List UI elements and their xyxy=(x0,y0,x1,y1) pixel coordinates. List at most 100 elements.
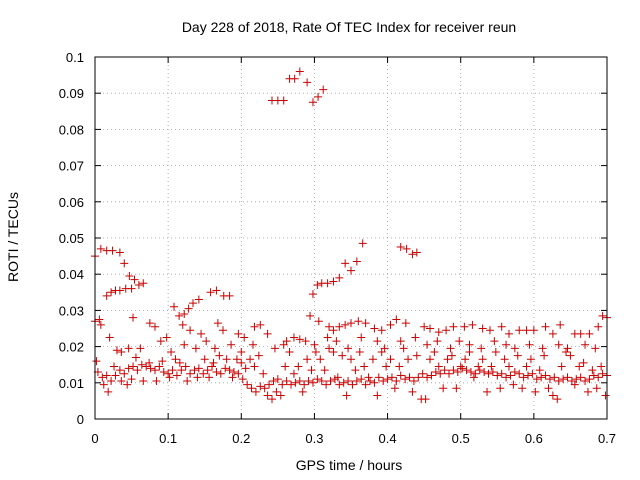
data-point xyxy=(478,355,487,364)
data-point xyxy=(335,322,344,331)
data-point xyxy=(306,311,315,320)
data-point xyxy=(557,362,566,371)
data-point xyxy=(124,344,133,353)
data-point xyxy=(313,375,322,384)
data-point xyxy=(228,373,237,382)
data-point xyxy=(150,366,159,375)
data-point xyxy=(137,360,146,369)
data-point xyxy=(529,326,538,335)
data-point xyxy=(194,364,203,373)
data-point xyxy=(272,387,281,396)
data-point xyxy=(465,340,474,349)
data-point xyxy=(446,344,455,353)
data-point xyxy=(506,371,515,380)
data-point xyxy=(477,344,486,353)
data-point xyxy=(248,340,257,349)
data-point xyxy=(206,288,215,297)
data-point xyxy=(110,362,119,371)
data-point xyxy=(279,96,288,105)
data-point xyxy=(268,395,277,404)
data-point xyxy=(310,340,319,349)
data-point xyxy=(269,376,278,385)
data-point xyxy=(493,371,502,380)
data-point xyxy=(469,373,478,382)
data-point xyxy=(202,337,211,346)
x-tick-label: 0.7 xyxy=(598,431,616,446)
x-tick-label: 0.6 xyxy=(525,431,543,446)
data-point xyxy=(401,319,410,328)
data-point xyxy=(251,387,260,396)
data-point xyxy=(377,326,386,335)
data-point xyxy=(329,348,338,357)
data-point xyxy=(515,326,524,335)
data-point xyxy=(171,355,180,364)
data-point xyxy=(390,384,399,393)
data-point xyxy=(234,369,243,378)
data-point xyxy=(314,92,323,101)
data-point xyxy=(491,348,500,357)
data-point xyxy=(357,333,366,342)
data-point xyxy=(594,373,603,382)
data-point xyxy=(167,348,176,357)
data-point xyxy=(225,291,234,300)
data-point xyxy=(550,373,559,382)
data-point xyxy=(240,333,249,342)
data-point xyxy=(456,362,465,371)
data-point xyxy=(270,344,279,353)
data-point xyxy=(364,373,373,382)
data-point xyxy=(180,310,189,319)
data-point xyxy=(139,376,148,385)
data-point xyxy=(576,373,585,382)
data-point xyxy=(117,376,126,385)
data-point xyxy=(427,371,436,380)
data-point xyxy=(513,351,522,360)
x-tick-label: 0.2 xyxy=(232,431,250,446)
chart-title: Day 228 of 2018, Rate Of TEC Index for r… xyxy=(182,19,516,35)
data-point xyxy=(478,324,487,333)
data-point xyxy=(311,348,320,357)
data-point xyxy=(562,348,571,357)
data-point xyxy=(480,367,489,376)
data-point xyxy=(111,371,120,380)
data-point xyxy=(222,355,231,364)
data-point xyxy=(256,320,265,329)
data-point xyxy=(237,358,246,367)
data-point xyxy=(411,333,420,342)
data-point xyxy=(203,366,212,375)
data-point xyxy=(146,364,155,373)
data-point xyxy=(308,98,317,107)
data-point xyxy=(304,376,313,385)
data-point xyxy=(303,355,312,364)
data-point xyxy=(509,380,518,389)
data-point xyxy=(522,362,531,371)
data-point xyxy=(386,320,395,329)
data-point xyxy=(425,355,434,364)
data-point xyxy=(581,376,590,385)
data-point xyxy=(532,375,541,384)
data-point xyxy=(168,366,177,375)
data-point xyxy=(96,320,105,329)
data-point xyxy=(335,380,344,389)
data-point xyxy=(354,317,363,326)
data-point xyxy=(130,275,139,284)
data-point xyxy=(510,344,519,353)
data-point xyxy=(301,337,310,346)
data-point xyxy=(152,376,161,385)
data-point xyxy=(598,311,607,320)
data-point xyxy=(342,391,351,400)
data-point xyxy=(298,387,307,396)
data-point xyxy=(485,326,494,335)
data-point xyxy=(581,340,590,349)
data-point xyxy=(250,322,259,331)
data-point xyxy=(186,369,195,378)
data-point xyxy=(462,366,471,375)
data-point xyxy=(127,375,136,384)
data-point xyxy=(531,387,540,396)
data-point xyxy=(339,378,348,387)
data-point xyxy=(215,351,224,360)
data-point xyxy=(563,344,572,353)
data-point xyxy=(295,67,304,76)
y-tick-label: 0.01 xyxy=(59,376,84,391)
data-point xyxy=(382,362,391,371)
